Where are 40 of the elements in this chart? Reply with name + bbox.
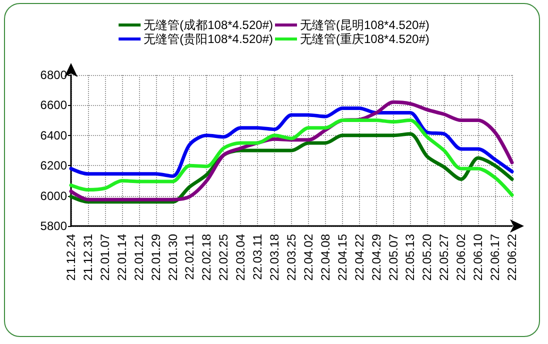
x-tick-label: 22.03.18	[268, 234, 282, 281]
x-tick-label: 22.01.14	[114, 234, 129, 281]
legend-label: 无缝管(重庆108*4.520#)	[300, 32, 430, 46]
y-tick-label: 6800	[40, 68, 68, 82]
legend-label: 无缝管(贵阳108*4.520#)	[144, 32, 274, 46]
line-series	[69, 118, 514, 197]
x-tick-label: 22.06.02	[454, 234, 468, 281]
y-tick-label: 5800	[40, 219, 68, 233]
line-series	[69, 132, 514, 204]
x-tick-label: 22.04.29	[369, 234, 384, 281]
x-tick-label: 21.12.24	[64, 234, 78, 281]
x-tick-label: 22.02.11	[182, 234, 197, 280]
x-tick-label: 22.06.17	[488, 234, 502, 281]
line-series	[69, 106, 514, 178]
y-tick-label: 6400	[40, 128, 68, 142]
y-tick-label: 6600	[40, 98, 68, 112]
x-tick-label: 22.05.20	[420, 234, 434, 281]
x-tick-label: 22.02.18	[200, 234, 214, 281]
x-tick-label: 21.12.31	[80, 234, 95, 281]
legend-label: 无缝管(成都108*4.520#)	[144, 18, 274, 32]
x-tick-label: 22.06.22	[505, 234, 519, 281]
y-tick-label: 6000	[40, 188, 68, 203]
x-tick-label: 22.03.11	[250, 234, 265, 280]
x-tick-label: 22.02.25	[216, 234, 231, 281]
x-tick-label: 22.01.21	[132, 234, 146, 281]
x-tick-label: 22.06.10	[471, 234, 486, 281]
y-tick-label: 6200	[40, 158, 68, 173]
x-tick-label: 22.05.13	[403, 234, 418, 281]
x-tick-label: 22.04.08	[318, 234, 332, 281]
x-tick-label: 22.05.27	[437, 234, 452, 281]
x-tick-label: 22.05.07	[386, 234, 400, 281]
x-tick-label: 22.01.07	[98, 234, 112, 281]
x-tick-label: 22.03.04	[234, 234, 248, 281]
x-tick-label: 22.04.15	[335, 234, 350, 281]
x-tick-label: 22.01.30	[166, 234, 180, 281]
x-tick-label: 22.03.25	[284, 234, 298, 281]
legend-label: 无缝管(昆明108*4.520#)	[300, 18, 430, 32]
x-tick-label: 22.04.02	[301, 234, 316, 281]
x-tick-label: 22.04.22	[352, 234, 366, 281]
x-tick-label: 22.01.29	[148, 234, 163, 281]
